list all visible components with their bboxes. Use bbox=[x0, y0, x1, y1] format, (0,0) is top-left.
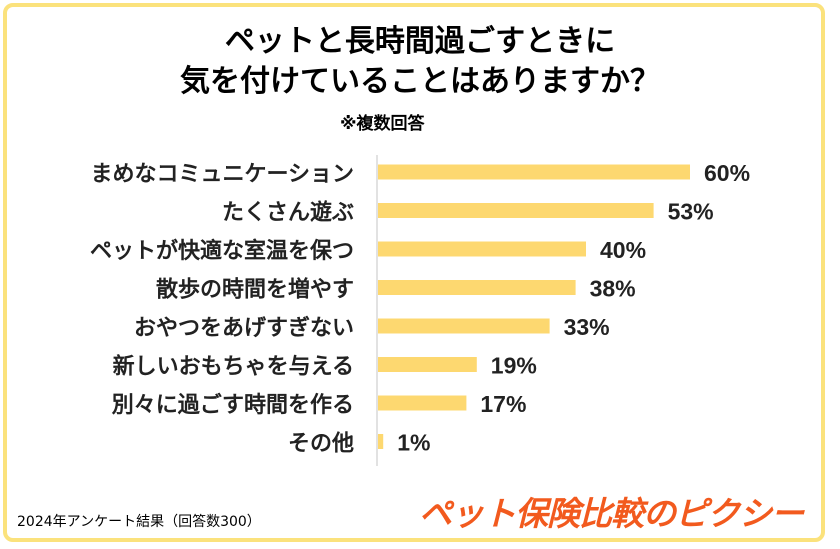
data-label: 33% bbox=[564, 314, 610, 340]
data-label: 19% bbox=[491, 353, 537, 379]
bar bbox=[378, 357, 477, 372]
survey-footnote: 2024年アンケート結果（回答数300） bbox=[17, 514, 261, 530]
category-label: 別々に過ごす時間を作る bbox=[112, 392, 354, 418]
category-label: まめなコミュニケーション bbox=[90, 162, 354, 187]
data-label: 53% bbox=[668, 199, 714, 225]
chart-frame bbox=[3, 3, 825, 542]
bar bbox=[378, 318, 550, 334]
bar bbox=[378, 395, 467, 411]
chart-title-line-1: ペットと長時間過ごすときに bbox=[224, 24, 616, 59]
brand-logo: ペット保険比較のピクシー bbox=[419, 494, 804, 533]
data-label: 60% bbox=[704, 160, 750, 186]
bar bbox=[378, 164, 690, 180]
category-label: たくさん遊ぶ bbox=[222, 200, 354, 226]
category-label: 新しいおもちゃを与える bbox=[113, 354, 354, 380]
data-label: 1% bbox=[397, 430, 430, 456]
category-label: 散歩の時間を増やす bbox=[156, 277, 354, 303]
category-label: ペットが快適な室温を保つ bbox=[90, 238, 354, 264]
category-label: おやつをあげすぎない bbox=[134, 315, 354, 341]
bar bbox=[378, 241, 586, 257]
category-label: その他 bbox=[288, 432, 354, 457]
bar bbox=[378, 434, 384, 449]
bar bbox=[378, 203, 654, 218]
data-label: 40% bbox=[600, 237, 646, 263]
bar bbox=[378, 280, 576, 295]
data-label: 17% bbox=[480, 391, 526, 417]
chart-subtitle: ※複数回答 bbox=[340, 114, 425, 134]
chart-title-line-2: 気を付けていることはありますか？ bbox=[180, 64, 660, 99]
data-label: 38% bbox=[590, 276, 636, 302]
